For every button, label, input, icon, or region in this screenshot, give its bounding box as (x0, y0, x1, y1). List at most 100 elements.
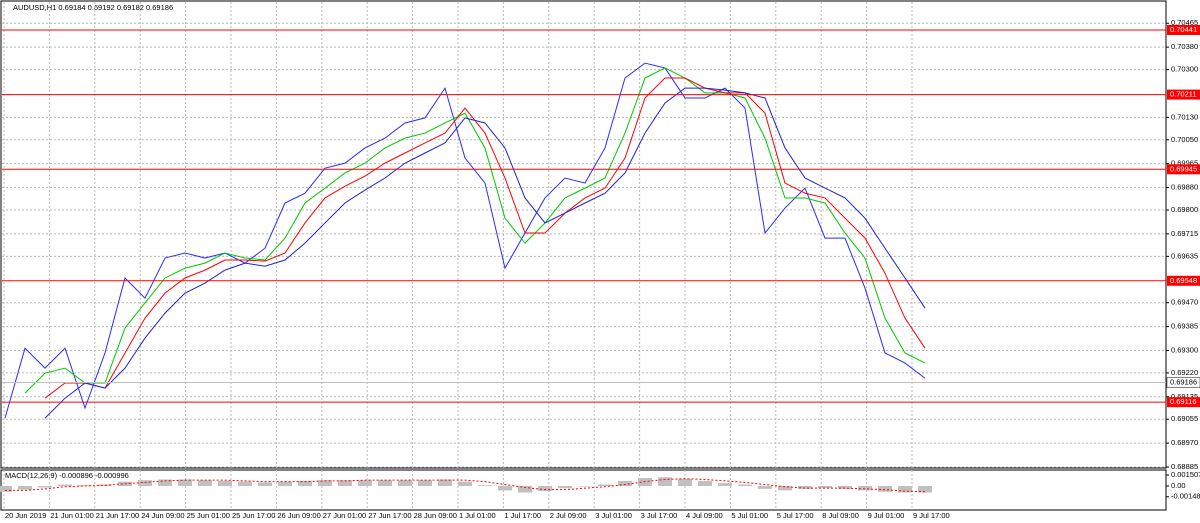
level-label-box (1167, 24, 1200, 35)
y-tick-label: 0.69385 (1171, 322, 1198, 331)
macd-bar (138, 480, 152, 486)
macd-bar (198, 480, 212, 486)
macd-title: MACD(12,26,9) -0.000896 -0.000996 (5, 471, 129, 480)
x-tick-label: 8 Jul 09:00 (822, 511, 859, 520)
macd-bar (798, 486, 812, 489)
x-tick-label: 9 Jul 01:00 (868, 511, 905, 520)
y-tick-label: 0.69055 (1171, 414, 1198, 423)
x-tick-label: 27 Jun 17:00 (368, 511, 411, 520)
y-tick-label: 0.70300 (1171, 65, 1198, 74)
macd-bar (358, 480, 372, 486)
macd-bar (258, 482, 272, 486)
macd-bar (298, 480, 312, 486)
y-tick-label: 0.70380 (1171, 42, 1198, 51)
macd-bar (18, 486, 32, 490)
chart-title: AUDUSD,H1 0.69184 0.69192 0.69182 0.6918… (13, 3, 173, 12)
line (44, 87, 926, 419)
x-tick-label: 20 Jun 2019 (5, 511, 46, 520)
level-label-box (1167, 164, 1200, 175)
x-tick-label: 26 Jun 09:00 (277, 511, 320, 520)
x-tick-label: 3 Jul 17:00 (641, 511, 678, 520)
macd-bar (778, 486, 792, 491)
x-tick-label: 5 Jul 01:00 (731, 511, 768, 520)
line (4, 62, 926, 419)
x-tick-label: 4 Jul 09:00 (686, 511, 723, 520)
macd-bar (598, 484, 612, 486)
macd-bar (858, 486, 872, 491)
macd-bar (578, 486, 592, 487)
macd-bar (718, 483, 732, 486)
x-tick-label: 3 Jul 01:00 (595, 511, 632, 520)
macd-bar (478, 485, 492, 486)
macd-bar (518, 486, 532, 493)
y-tick-label: 0.69965 (1171, 159, 1198, 168)
macd-bar (758, 486, 772, 489)
macd-bar (558, 486, 572, 489)
x-tick-label: 21 Jun 17:00 (96, 511, 139, 520)
y-tick-label: 0.68885 (1171, 462, 1198, 471)
x-tick-label: 21 Jun 01:00 (50, 511, 93, 520)
x-tick-label: 28 Jun 09:00 (414, 511, 457, 520)
line (44, 77, 926, 399)
macd-bar (678, 478, 692, 486)
macd-bar (538, 486, 552, 492)
macd-bar (278, 481, 292, 486)
x-tick-label: 2 Jul 09:00 (550, 511, 587, 520)
macd-bar (878, 486, 892, 492)
macd-bar (838, 486, 852, 489)
x-tick-label: 25 Jun 17:00 (232, 511, 275, 520)
macd-bar (318, 480, 332, 486)
x-tick-label: 1 Jul 01:00 (459, 511, 496, 520)
macd-bar (0, 486, 12, 492)
macd-bar (918, 486, 932, 493)
macd-bar (38, 486, 52, 488)
level-label-box (1167, 89, 1200, 100)
macd-bar (158, 479, 172, 486)
y-tick-label: 0.69715 (1171, 229, 1198, 238)
macd-bar (438, 479, 452, 486)
x-tick-label: 9 Jul 17:00 (913, 511, 950, 520)
level-label-box (1167, 397, 1200, 408)
macd-bar (218, 480, 232, 486)
macd-bar (398, 480, 412, 486)
y-tick-label: 0.00 (1171, 481, 1186, 490)
level-label: 0.69116 (1170, 397, 1197, 406)
macd-bar (418, 480, 432, 486)
macd-bar (458, 481, 472, 486)
level-label: 0.70441 (1170, 25, 1197, 34)
level-label-box (1167, 275, 1200, 286)
last-price-label: 0.69186 (1170, 377, 1197, 386)
macd-bar (498, 486, 512, 491)
y-tick-label: 0.69470 (1171, 298, 1198, 307)
last-price-box (1166, 376, 1200, 388)
macd-bar (898, 486, 912, 493)
y-tick-label: -0.00148 (1171, 492, 1200, 501)
x-tick-label: 1 Jul 17:00 (504, 511, 541, 520)
y-tick-label: 0.69220 (1171, 368, 1198, 377)
macd-bar (698, 480, 712, 486)
level-label: 0.69548 (1170, 276, 1197, 285)
main-panel (0, 0, 1167, 469)
macd-bar (378, 480, 392, 486)
line (24, 67, 926, 394)
x-tick-label: 27 Jun 01:00 (323, 511, 366, 520)
y-tick-label: 0.70130 (1171, 112, 1198, 121)
x-tick-label: 24 Jun 09:00 (141, 511, 184, 520)
y-tick-label: 0.69300 (1171, 345, 1198, 354)
x-tick-label: 5 Jul 17:00 (777, 511, 814, 520)
y-tick-label: 0.69135 (1171, 392, 1198, 401)
macd-bar (818, 486, 832, 489)
level-label: 0.69945 (1170, 164, 1197, 173)
y-tick-label: 0.69800 (1171, 205, 1198, 214)
y-tick-label: 0.70465 (1171, 18, 1198, 27)
y-tick-label: 0.69635 (1171, 251, 1198, 260)
level-label: 0.70211 (1170, 90, 1197, 99)
y-tick-label: 0.70050 (1171, 135, 1198, 144)
y-tick-label: 0.001507 (1171, 470, 1200, 479)
y-tick-label: 0.68970 (1171, 438, 1198, 447)
macd-bar (178, 479, 192, 486)
y-tick-label: 0.69880 (1171, 183, 1198, 192)
macd-bar (58, 484, 72, 486)
macd-panel (0, 469, 1167, 511)
